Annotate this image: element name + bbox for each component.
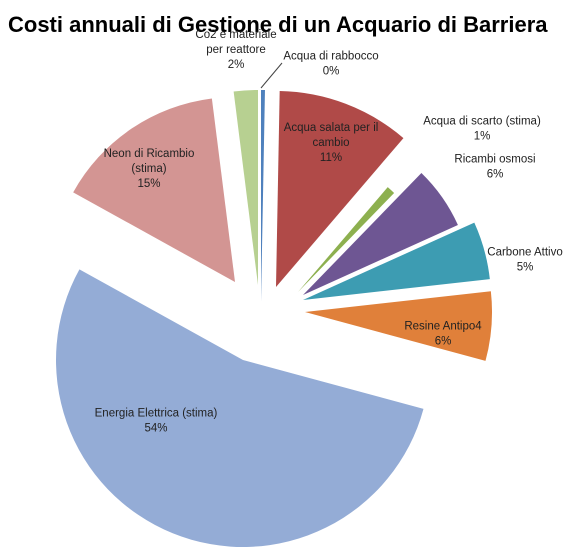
slice-label-line: Resine Antipo4 [404,321,482,333]
slice-label-line: cambio [312,137,349,149]
leader-line-0 [260,62,283,89]
slice-label-line: per reattore [206,44,265,56]
slice-label-line: 6% [487,169,504,181]
slice-label-line: 54% [144,423,167,435]
slice-label-1: Acqua salata per il cambio 11% [284,122,379,164]
slice-label-line: 1% [474,131,491,143]
pie-slices [56,90,493,547]
slice-label-5: Resine Antipo4 6% [404,321,482,348]
pie-slice-4 [303,222,490,300]
pie-slice-8 [233,90,258,285]
slice-label-4: Carbone Attivo 5% [487,247,562,274]
pie-slice-0 [261,90,265,302]
pie-labels: Acqua di rabbocco 0% Acqua salata per il ca… [95,29,563,435]
slice-label-line: Co2 e materiale [195,29,276,41]
pie-slice-7 [73,98,235,282]
slice-label-line: Acqua salata per il [284,122,379,134]
pie-slice-6 [56,269,424,547]
slice-label-line: 0% [323,66,340,78]
slice-label-line: (stima) [131,163,166,175]
slice-label-line: Ricambi osmosi [454,154,535,166]
slice-label-line: Neon di Ricambio [104,148,195,160]
pie-slice-1 [276,91,404,287]
slice-label-line: 2% [228,59,245,71]
slice-label-line: Carbone Attivo [487,247,562,259]
pie-slice-3 [303,173,458,295]
pie-slice-2 [298,187,395,292]
pie-slice-5 [305,291,493,361]
slice-label-0: Acqua di rabbocco 0% [283,51,378,78]
slice-label-3: Ricambi osmosi 6% [454,154,535,181]
slice-label-line: 6% [435,336,452,348]
slice-label-line: Acqua di rabbocco [283,51,378,63]
slice-label-7: Neon di Ricambio (stima) 15% [104,148,195,190]
slice-label-line: Acqua di scarto (stima) [423,116,541,128]
slice-label-8: Co2 e materiale per reattore 2% [195,29,276,71]
slice-label-2: Acqua di scarto (stima) 1% [423,116,541,143]
slice-label-line: Energia Elettrica (stima) [95,408,218,420]
slice-label-line: 15% [137,178,160,190]
chart-title: Costi annuali di Gestione di un Acquario… [8,12,548,37]
slice-label-line: 5% [517,262,534,274]
slice-label-6: Energia Elettrica (stima) 54% [95,408,218,435]
slice-label-line: 11% [320,152,342,164]
